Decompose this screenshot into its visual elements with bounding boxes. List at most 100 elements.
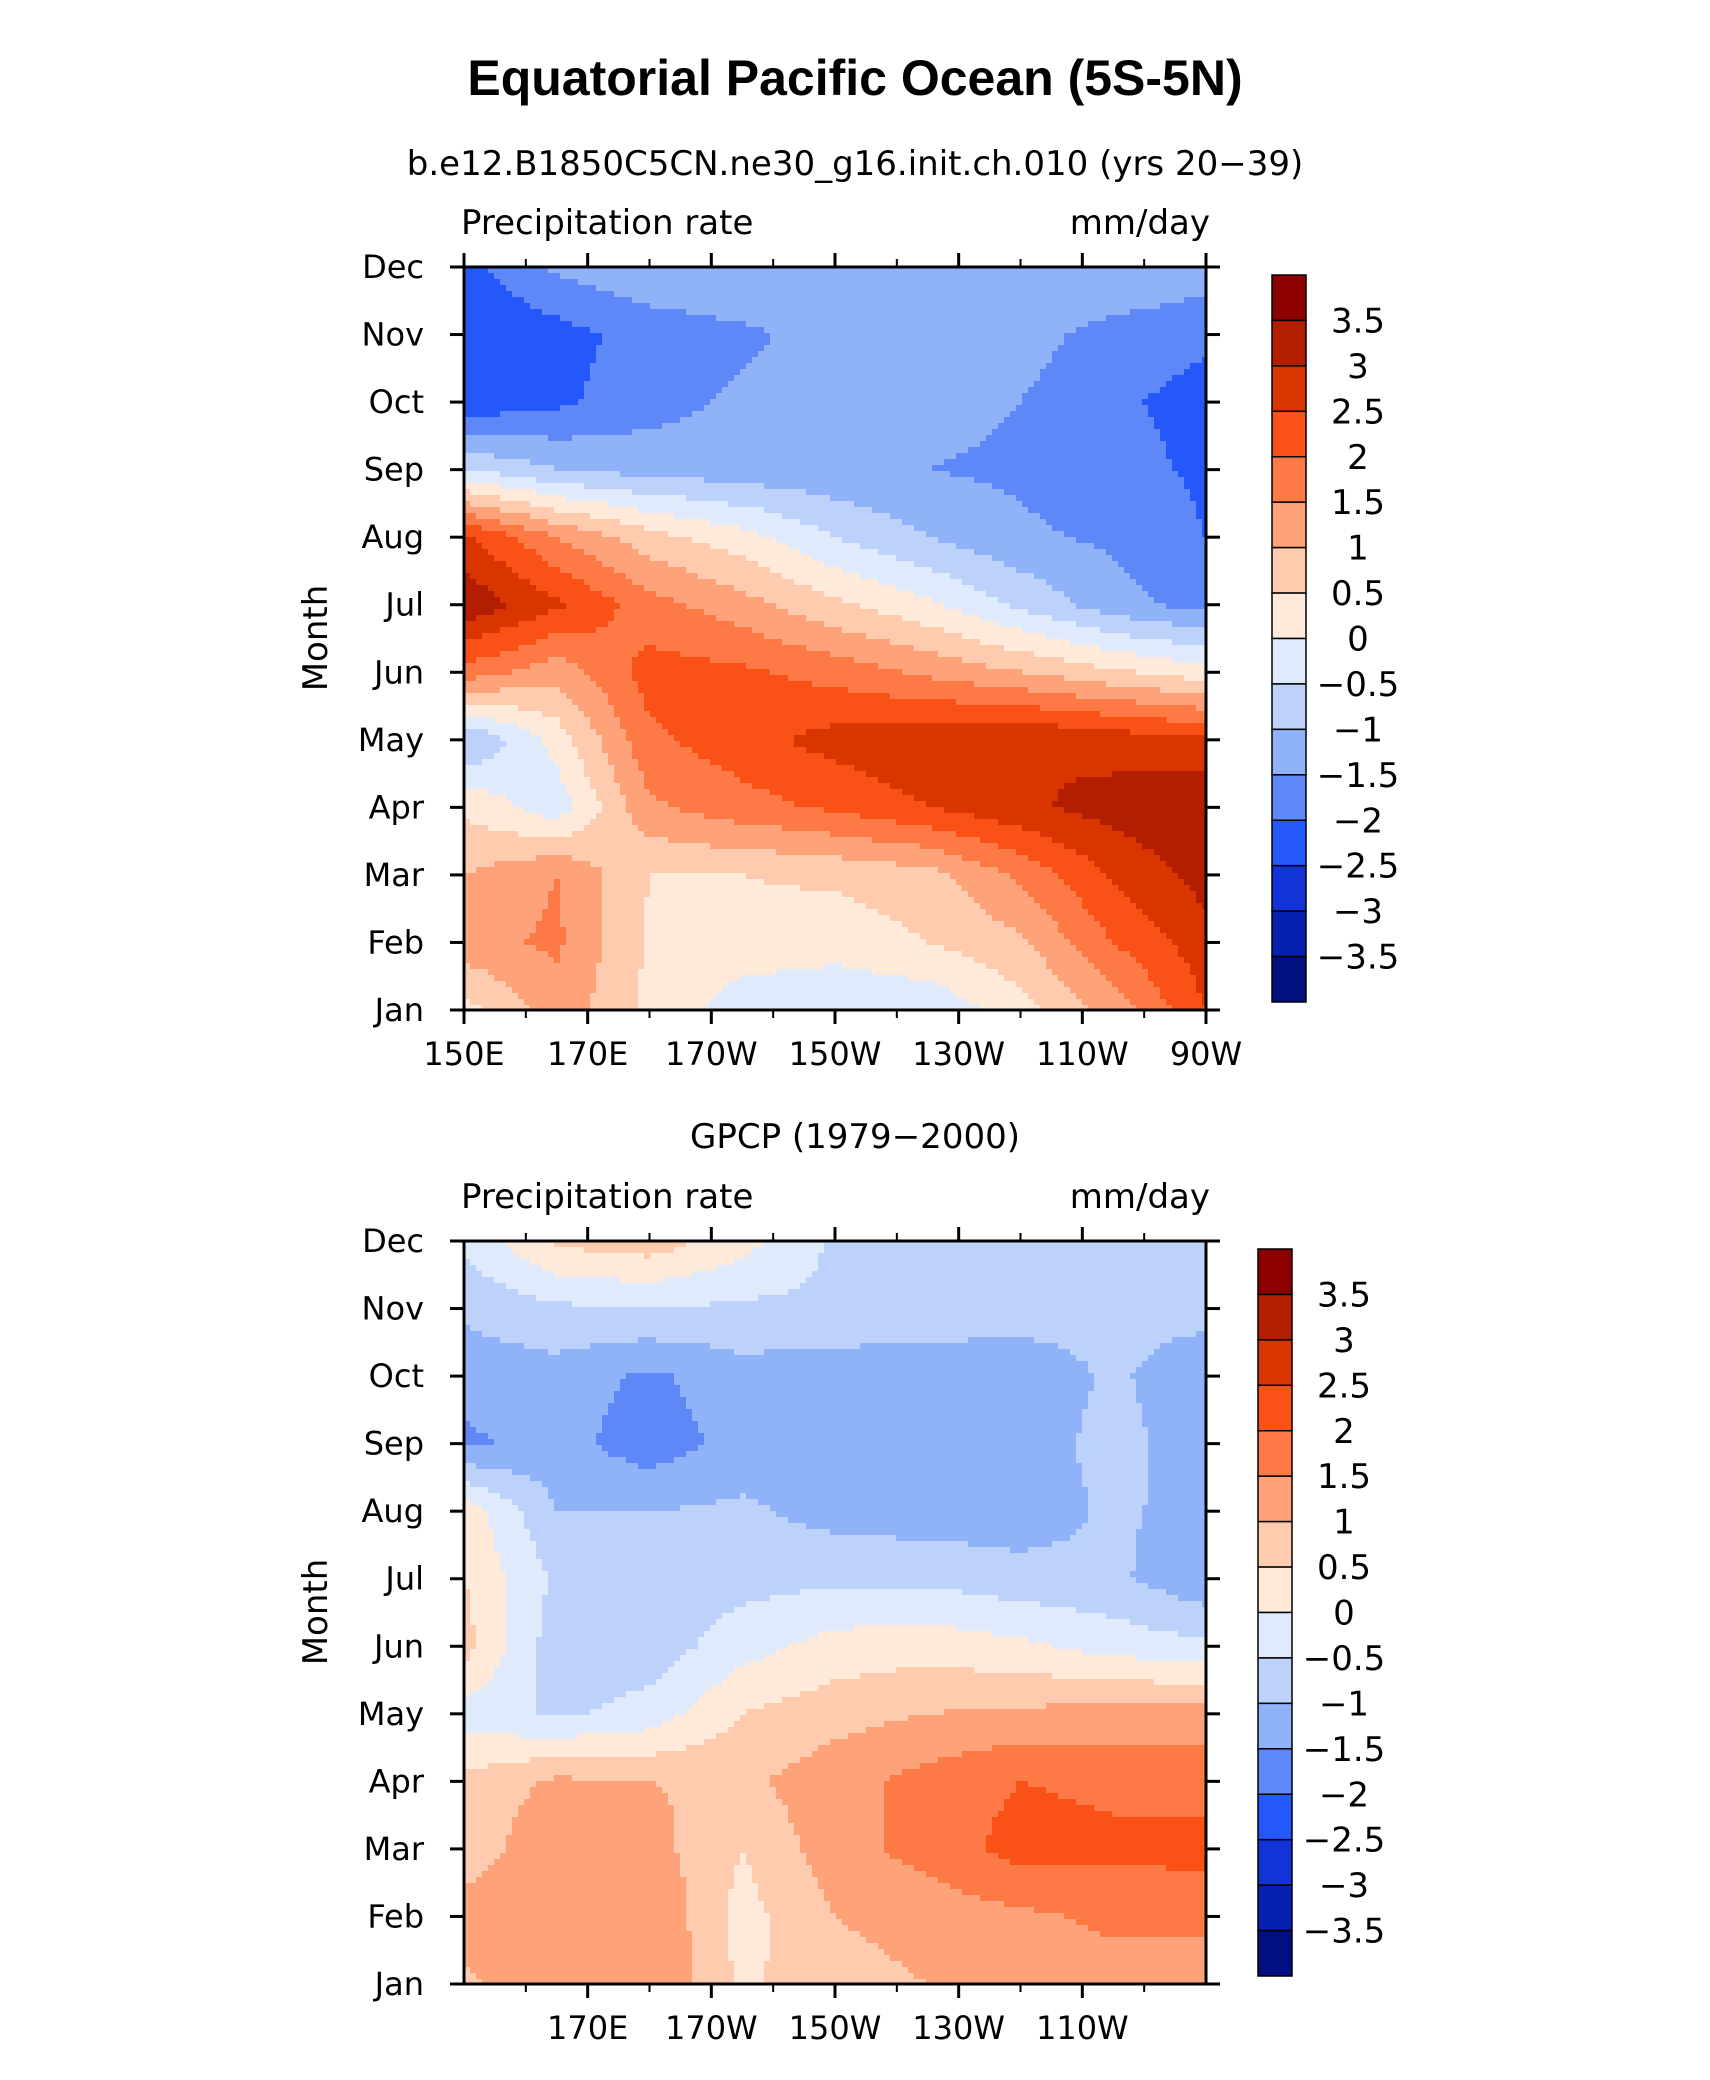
contour-cell	[884, 495, 891, 502]
contour-cell	[1082, 477, 1089, 484]
contour-cell	[1028, 363, 1035, 370]
contour-cell	[1172, 453, 1179, 460]
contour-cell	[1058, 315, 1065, 322]
contour-cell	[1034, 369, 1041, 376]
contour-cell	[698, 303, 705, 310]
contour-cell	[764, 357, 771, 364]
contour-cell	[1022, 375, 1029, 382]
contour-cell	[890, 375, 897, 382]
contour-cell	[632, 477, 639, 484]
contour-cell	[956, 321, 963, 328]
contour-cell	[1046, 423, 1053, 430]
contour-cell	[536, 477, 543, 484]
contour-cell	[872, 471, 879, 478]
contour-cell	[584, 375, 591, 382]
contour-cell	[1100, 363, 1107, 370]
contour-cell	[962, 297, 969, 304]
contour-cell	[1172, 387, 1179, 394]
contour-cell	[674, 279, 681, 286]
contour-cell	[1196, 471, 1203, 478]
contour-cell	[1160, 297, 1167, 304]
contour-cell	[1034, 435, 1041, 442]
contour-cell	[1004, 321, 1011, 328]
contour-cell	[794, 291, 801, 298]
contour-cell	[812, 285, 819, 292]
contour-cell	[842, 339, 849, 346]
contour-cell	[512, 381, 519, 388]
contour-cell	[464, 291, 471, 298]
contour-cell	[512, 357, 519, 364]
contour-cell	[1028, 453, 1035, 460]
contour-cell	[500, 441, 507, 448]
contour-cell	[1106, 375, 1113, 382]
contour-cell	[1142, 393, 1149, 400]
contour-cell	[662, 375, 669, 382]
contour-cell	[830, 453, 837, 460]
contour-cell	[1070, 327, 1077, 334]
contour-cell	[902, 363, 909, 370]
contour-cell	[956, 435, 963, 442]
contour-cell	[740, 267, 747, 274]
contour-cell	[1040, 501, 1047, 508]
contour-cell	[482, 303, 489, 310]
contour-cell	[896, 285, 903, 292]
contour-cell	[668, 303, 675, 310]
contour-cell	[494, 507, 501, 514]
contour-cell	[1178, 471, 1185, 478]
contour-cell	[890, 345, 897, 352]
contour-cell	[710, 327, 717, 334]
contour-cell	[698, 345, 705, 352]
contour-cell	[1016, 333, 1023, 340]
contour-cell	[716, 393, 723, 400]
contour-cell	[530, 441, 537, 448]
contour-cell	[1124, 333, 1131, 340]
contour-cell	[938, 393, 945, 400]
contour-cell	[992, 345, 999, 352]
contour-cell	[1202, 459, 1206, 466]
contour-cell	[1088, 465, 1095, 472]
contour-cell	[1172, 273, 1179, 280]
contour-cell	[824, 411, 831, 418]
contour-cell	[950, 387, 957, 394]
contour-cell	[1040, 429, 1047, 436]
contour-cell	[908, 381, 915, 388]
contour-cell	[1142, 471, 1149, 478]
contour-cell	[1088, 381, 1095, 388]
contour-cell	[704, 315, 711, 322]
contour-cell	[1190, 483, 1197, 490]
contour-cell	[854, 459, 861, 466]
contour-cell	[770, 333, 777, 340]
contour-cell	[542, 411, 549, 418]
contour-cell	[518, 345, 525, 352]
contour-cell	[716, 405, 723, 412]
contour-cell	[1202, 489, 1206, 496]
contour-cell	[1124, 483, 1131, 490]
contour-cell	[1004, 489, 1011, 496]
contour-cell	[818, 471, 825, 478]
contour-cell	[788, 321, 795, 328]
contour-cell	[776, 459, 783, 466]
contour-cell	[578, 375, 585, 382]
contour-cell	[1070, 279, 1077, 286]
contour-cell	[698, 417, 705, 424]
contour-cell	[476, 381, 483, 388]
contour-cell	[818, 309, 825, 316]
contour-cell	[656, 441, 663, 448]
contour-cell	[626, 387, 633, 394]
contour-cell	[578, 357, 585, 364]
contour-cell	[530, 465, 537, 472]
contour-cell	[722, 267, 729, 274]
contour-cell	[644, 369, 651, 376]
contour-cell	[1052, 273, 1059, 280]
contour-cell	[1184, 393, 1191, 400]
contour-cell	[842, 417, 849, 424]
contour-cell	[992, 381, 999, 388]
contour-cell	[494, 321, 501, 328]
contour-cell	[668, 477, 675, 484]
contour-cell	[1004, 369, 1011, 376]
contour-cell	[602, 483, 609, 490]
contour-cell	[602, 381, 609, 388]
contour-cell	[914, 291, 921, 298]
contour-cell	[920, 387, 927, 394]
contour-cell	[1004, 375, 1011, 382]
